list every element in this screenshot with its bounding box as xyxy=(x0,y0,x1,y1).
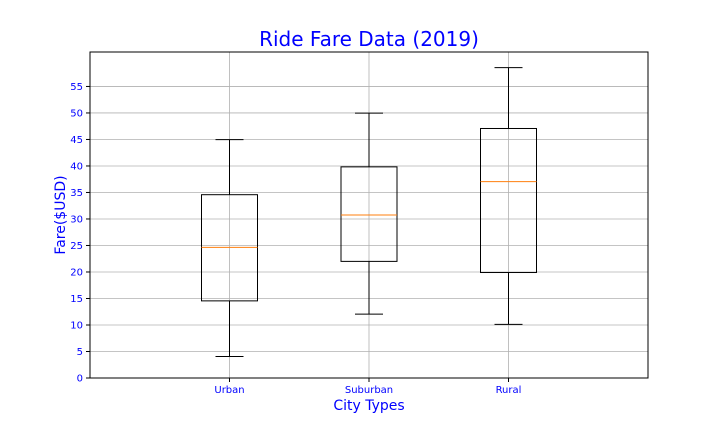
y-axis-label: Fare($USD) xyxy=(53,175,69,254)
x-axis-label: City Types xyxy=(333,398,404,414)
box-suburban xyxy=(340,112,398,315)
y-tick-label: 20 xyxy=(70,267,83,278)
y-tick-label: 35 xyxy=(70,188,83,199)
y-tick-label: 10 xyxy=(70,320,83,331)
x-tick-label-urban: Urban xyxy=(214,385,244,396)
chart-title: Ride Fare Data (2019) xyxy=(259,27,479,51)
x-tick-label-suburban: Suburban xyxy=(345,385,393,396)
y-tick-label: 0 xyxy=(77,374,83,385)
tick-layer: 0 5 10 15 20 25 30 35 40 45 50 55 Urban Suburban Rural xyxy=(70,82,521,396)
y-tick-label: 5 xyxy=(77,347,83,358)
iqr-box xyxy=(480,127,537,274)
y-tick-label: 50 xyxy=(70,108,83,119)
y-tick-label: 45 xyxy=(70,135,83,146)
iqr-box xyxy=(340,166,398,262)
y-tick-label: 15 xyxy=(70,294,83,305)
box-layer xyxy=(201,67,537,358)
y-tick-label: 40 xyxy=(70,161,83,172)
box-rural xyxy=(480,67,537,325)
y-tick-label: 25 xyxy=(70,241,83,252)
box-urban xyxy=(201,139,258,358)
y-tick-label: 55 xyxy=(70,82,83,93)
x-tick-label-rural: Rural xyxy=(496,385,522,396)
y-tick-label: 30 xyxy=(70,214,83,225)
